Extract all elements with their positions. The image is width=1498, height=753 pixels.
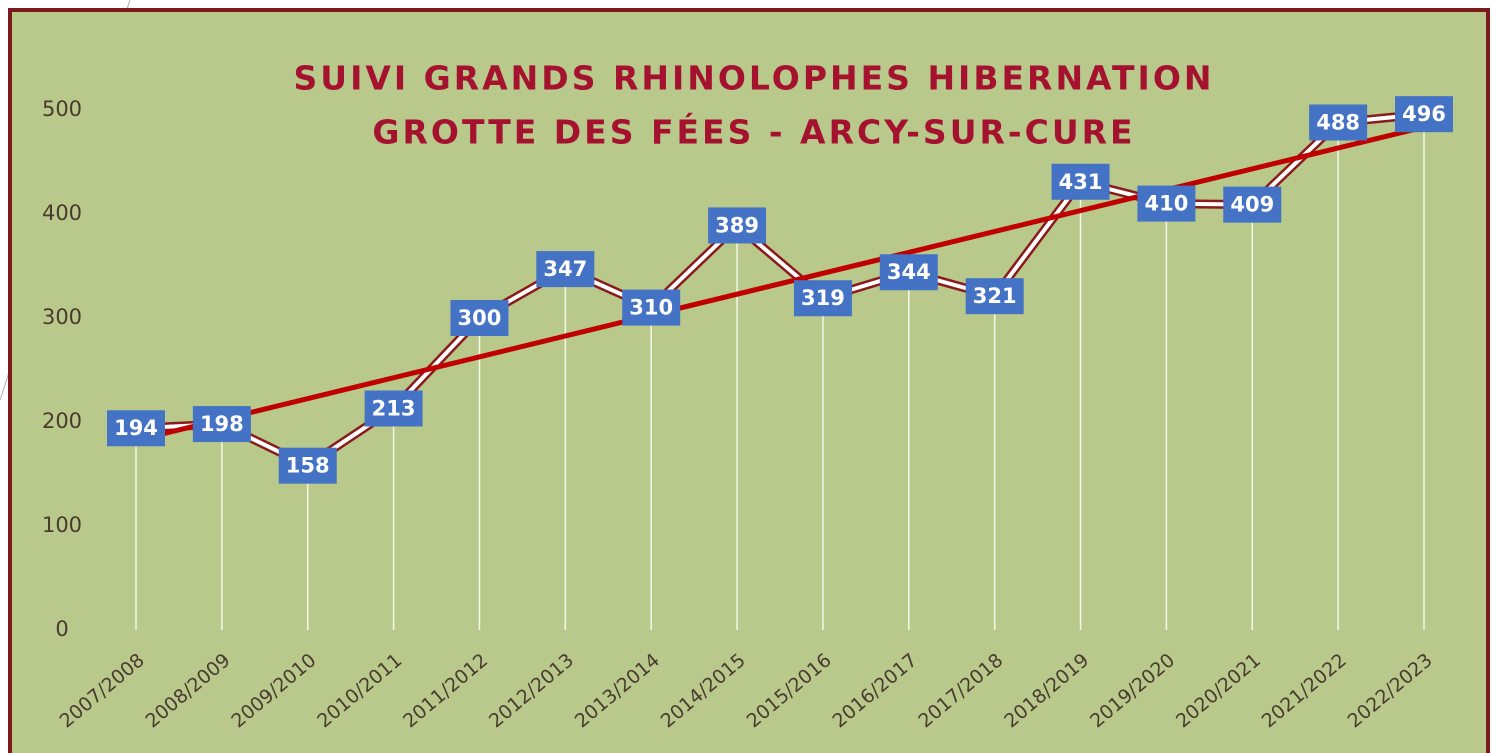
line <box>135 112 1425 468</box>
data-label-box <box>192 406 251 443</box>
y-tick-label: 400 <box>42 201 82 225</box>
data-label: 300 <box>458 306 502 330</box>
data-label-box <box>879 254 938 291</box>
data-label: 158 <box>286 454 330 478</box>
data-label-box <box>1309 104 1368 141</box>
data-label-box <box>793 280 852 317</box>
data-label: 389 <box>715 213 759 237</box>
data-label: 198 <box>200 412 244 436</box>
y-tick-label: 200 <box>42 409 82 433</box>
data-label: 344 <box>887 260 931 284</box>
data-label-box <box>1051 163 1110 200</box>
data-label-box <box>107 410 165 447</box>
data-label: 347 <box>543 257 587 281</box>
data-label: 213 <box>372 396 416 420</box>
data-label-box <box>622 289 681 326</box>
data-label-box <box>965 278 1024 315</box>
data-label: 321 <box>973 284 1017 308</box>
data-label-box <box>450 300 509 336</box>
data-label-box <box>364 390 423 427</box>
data-label-box <box>536 251 595 288</box>
data-label-box <box>708 207 767 244</box>
plot-background <box>8 8 1490 753</box>
data-label-box <box>1395 96 1453 133</box>
data-label: 319 <box>801 286 845 310</box>
y-tick-label: 0 <box>55 617 68 641</box>
chart-subtitle: GROTTE DES FÉES - ARCY-SUR-CURE <box>372 112 1135 152</box>
data-label: 409 <box>1230 193 1274 217</box>
y-tick-label: 500 <box>42 97 82 121</box>
y-tick-label: 100 <box>42 513 82 537</box>
data-label: 410 <box>1144 192 1188 216</box>
data-label: 431 <box>1059 170 1103 194</box>
data-label: 488 <box>1316 110 1360 134</box>
data-label: 496 <box>1402 102 1446 126</box>
data-label-box <box>1137 185 1196 222</box>
data-label: 310 <box>629 296 673 320</box>
y-tick-label: 300 <box>42 305 82 329</box>
data-label-box <box>278 447 337 484</box>
title-group: SUIVI GRANDS RHINOLOPHES HIBERNATION GRO… <box>294 59 1215 152</box>
data-label-box <box>1223 186 1282 223</box>
chart-title: SUIVI GRANDS RHINOLOPHES HIBERNATION <box>294 59 1215 98</box>
trendline <box>135 124 1425 443</box>
data-label: 194 <box>114 416 158 440</box>
